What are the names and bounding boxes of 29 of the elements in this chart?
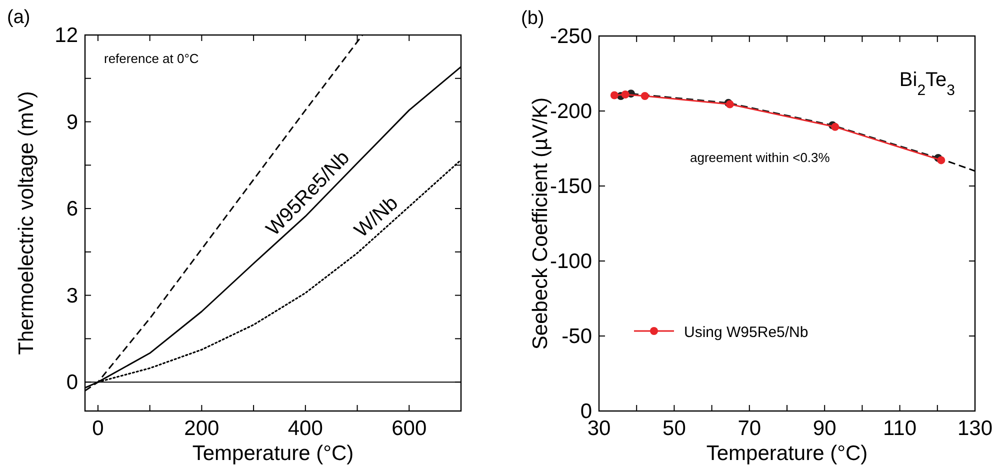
annotation: Bi$_{2}$Te$_{3}$ [899, 69, 955, 98]
y-axis-title: Seebeck Coefficient (µV/K) [529, 97, 552, 350]
y-axis-title: Thermoelectric voltage (mV) [15, 91, 38, 355]
legend-label: Using W95Re5/Nb [684, 324, 808, 341]
x-tick-label: 50 [662, 417, 686, 440]
x-tick-label: 70 [738, 417, 762, 440]
y-tick-label: 3 [66, 284, 78, 308]
y-tick-label: 12 [54, 24, 78, 47]
x-tick-label: 110 [883, 417, 917, 440]
annotation: agreement within <0.3% [690, 150, 830, 165]
y-tick-label: -250 [550, 25, 592, 48]
x-tick-label: 90 [812, 417, 836, 440]
x-tick-label: 30 [587, 417, 611, 440]
y-tick-label: 9 [66, 110, 78, 134]
x-tick-label: 0 [92, 417, 104, 440]
y-tick-label: 0 [66, 371, 78, 394]
x-axis-title: Temperature (°C) [706, 442, 868, 465]
x-axis-title: Temperature (°C) [192, 442, 354, 465]
y-tick-label: 6 [66, 198, 78, 221]
y-tick-label: -100 [550, 250, 592, 273]
chart-title: (b) [521, 8, 544, 29]
y-tick-label: -50 [562, 325, 592, 348]
annotation: reference at 0°C [104, 51, 199, 66]
y-tick-label: -150 [550, 175, 592, 198]
x-tick-label: 400 [288, 417, 323, 440]
x-tick-label: 600 [392, 417, 427, 440]
x-tick-label: 200 [184, 417, 220, 440]
x-tick-label: 130 [957, 417, 993, 440]
chart-title: (a) [7, 7, 30, 28]
